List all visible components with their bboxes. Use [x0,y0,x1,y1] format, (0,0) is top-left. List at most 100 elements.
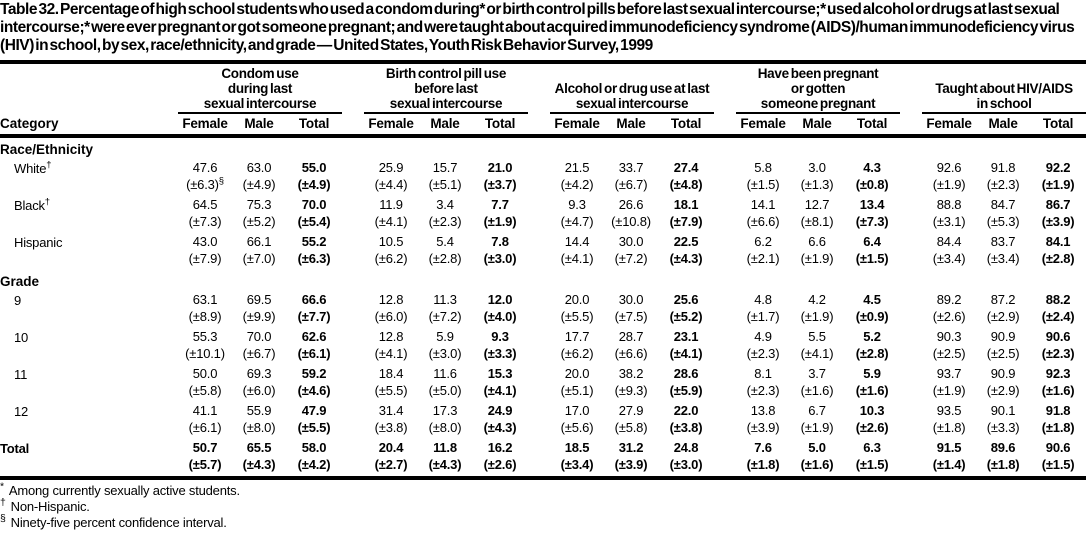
ci-cell: (±3.0) [483,251,517,266]
group-header: Taught about HIV/AIDS in school [922,66,1086,114]
value-cell: 13.8 [750,403,776,418]
ci-cell: (±1.6) [800,383,834,398]
sub-header-male: Male [232,113,286,138]
value-cell: 5.2 [863,329,881,344]
ci-cell: (±2.3) [986,177,1020,192]
value-cell: 5.5 [808,329,826,344]
column-gap [900,402,922,419]
sub-header-total: Total [1030,113,1086,138]
column-gap [156,419,178,439]
group-header-line: before last [414,81,478,96]
value-cell: 15.3 [487,366,513,381]
ci-cell: (±4.8) [669,177,703,192]
value-cell: 90.9 [990,366,1016,381]
column-gap [900,345,922,365]
row-label-cell: Total [0,439,156,456]
ci-cell: (±6.2) [560,346,594,361]
column-gap [900,291,922,308]
ci-cell: (±4.3) [669,251,703,266]
ci-cell: (±8.0) [242,420,276,435]
ci-cell: (±7.3) [188,214,222,229]
ci-cell: (±0.8) [855,177,889,192]
value-cell: 12.8 [378,329,404,344]
ci-cell: (±5.5) [297,420,331,435]
ci-cell: (±5.0) [428,383,462,398]
ci-cell: (±1.7) [746,309,780,324]
ci-cell: (±4.3) [232,456,286,480]
value-cell: 5.0 [808,440,826,455]
ci-cell: (±5.4) [297,214,331,229]
column-gap [156,439,178,456]
ci-cell: (±4.1) [374,346,408,361]
ci-cell: (±3.9) [746,420,780,435]
ci-cell: (±1.5) [855,251,889,266]
ci-cell: (±4.7) [560,214,594,229]
value-cell: 91.8 [1045,403,1071,418]
footnote-marker: § [218,175,224,187]
value-cell: 31.2 [618,440,644,455]
footnote: † Non-Hispanic. [0,497,1086,515]
value-cell: 23.1 [673,329,699,344]
value-cell: 7.7 [491,197,509,212]
value-cell: 93.5 [936,403,962,418]
table-row-confidence-interval: (±7.3) (±5.2) (±5.4) (±4.1) (±2.3) (±1.9) (±4.… [0,213,1086,233]
value-cell: 70.0 [301,197,327,212]
value-cell: 3.4 [436,197,454,212]
ci-cell: (±5.8) [614,420,648,435]
value-cell: 55.0 [301,160,327,175]
sub-header-total: Total [286,113,342,138]
group-header-line: Have been pregnant [757,66,879,81]
ci-cell: (±5.5) [560,309,594,324]
value-cell: 90.6 [1045,440,1071,455]
ci-cell: (±2.6) [472,456,529,480]
value-cell: 18.4 [378,366,404,381]
column-gap [342,402,364,419]
group-header-line: during last [227,81,293,96]
column-gap [528,196,550,213]
column-gap [342,345,364,365]
ci-cell: (±1.4) [922,456,977,480]
ci-cell: (±4.4) [374,177,408,192]
column-gap [156,66,178,138]
section-row: Race/Ethnicity [0,136,1086,159]
ci-cell: (±3.1) [932,214,966,229]
ci-cell: (±6.2) [374,251,408,266]
ci-cell: (±5.1) [428,177,462,192]
value-cell: 55.3 [192,329,218,344]
value-cell: 50.0 [192,366,218,381]
value-cell: 15.7 [432,160,458,175]
ci-cell: (±3.3) [986,420,1020,435]
column-gap [156,233,178,250]
value-cell: 38.2 [618,366,644,381]
ci-cell: (±7.2) [428,309,462,324]
empty-cell [0,213,156,233]
ci-cell: (±1.3) [800,177,834,192]
sub-header-total: Total [658,113,715,138]
value-cell: 84.7 [990,197,1016,212]
ci-cell: (±6.0) [242,383,276,398]
row-label-cell: Black† [0,196,156,213]
column-gap [528,345,550,365]
column-gap [528,439,550,456]
sub-header-total: Total [472,113,529,138]
sub-header-total: Total [844,113,901,138]
value-cell: 70.0 [246,329,272,344]
column-gap [156,382,178,402]
sub-header-male: Male [604,113,659,138]
yrbs-data-table: Category Condom use during last sexual inte… [0,66,1086,480]
table-row-values: Total 50.7 65.5 58.0 20.4 11.8 16.2 18.5 31.2 24.… [0,439,1086,456]
footnote-text: Among currently sexually active students… [8,483,240,498]
group-header-line: Taught about HIV/AIDS [935,81,1073,96]
ci-cell: (±9.9) [242,309,276,324]
value-cell: 3.0 [808,160,826,175]
value-cell: 20.0 [564,292,590,307]
column-gap [900,176,922,196]
value-cell: 91.5 [936,440,962,455]
value-cell: 12.0 [487,292,513,307]
empty-cell [0,419,156,439]
empty-cell [0,456,156,480]
column-gap [528,382,550,402]
column-gap [156,328,178,345]
value-cell: 5.9 [863,366,881,381]
ci-cell: (±6.6) [614,346,648,361]
